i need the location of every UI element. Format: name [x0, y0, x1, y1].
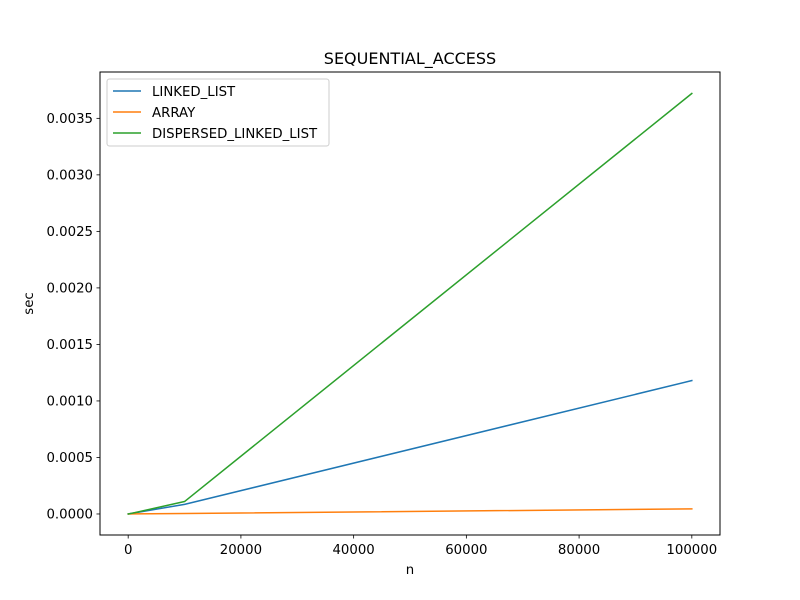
- legend-frame: [106, 78, 330, 147]
- chart-title: SEQUENTIAL_ACCESS: [324, 49, 496, 69]
- legend: LINKED_LIST ARRAY DISPERSED_LINKED_LIST: [106, 78, 330, 147]
- x-axis-label: n: [406, 563, 414, 578]
- x-tick-label: 100000: [666, 543, 717, 558]
- y-tick-label: 0.0005: [46, 451, 93, 466]
- y-tick-label: 0.0020: [46, 281, 93, 296]
- legend-label: LINKED_LIST: [152, 85, 236, 100]
- x-tick-label: 20000: [220, 543, 262, 558]
- legend-label: ARRAY: [152, 106, 196, 121]
- y-tick-label: 0.0000: [46, 507, 93, 522]
- y-tick-label: 0.0030: [46, 168, 93, 183]
- x-tick-label: 0: [124, 543, 132, 558]
- x-tick-label: 60000: [445, 543, 487, 558]
- legend-label: DISPERSED_LINKED_LIST: [152, 127, 318, 142]
- y-tick-label: 0.0010: [46, 394, 93, 409]
- series-layer: [127, 92, 693, 515]
- plot-area-frame: [99, 71, 721, 536]
- x-axis: 0 20000 40000 60000 80000 100000: [124, 535, 717, 558]
- y-axis: 0.0000 0.0005 0.0010 0.0015 0.0020 0.0025 0.00…: [46, 112, 100, 522]
- y-tick-label: 0.0015: [46, 338, 93, 353]
- x-tick-label: 80000: [558, 543, 600, 558]
- series-line-2: [127, 92, 693, 515]
- y-axis-label: sec: [22, 292, 37, 314]
- x-tick-label: 40000: [332, 543, 374, 558]
- y-tick-label: 0.0025: [46, 225, 93, 240]
- y-tick-label: 0.0035: [46, 112, 93, 127]
